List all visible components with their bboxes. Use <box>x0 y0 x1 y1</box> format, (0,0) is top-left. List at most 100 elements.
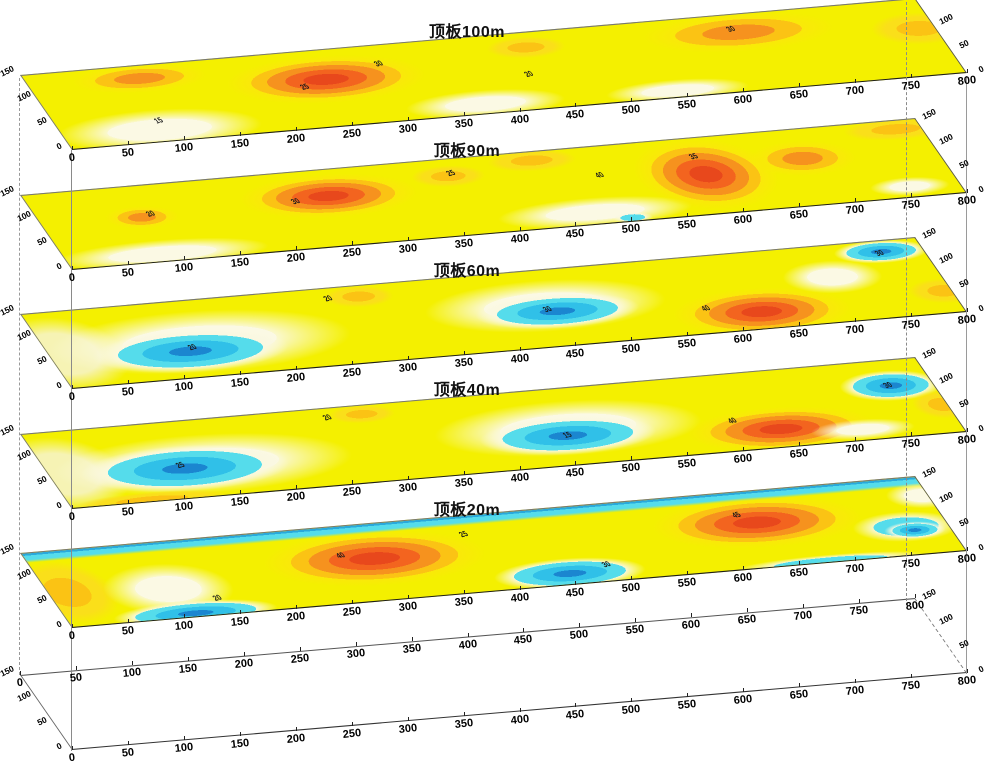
x-tick-label: 600 <box>733 93 754 108</box>
x-tick-label: 0 <box>68 271 76 284</box>
x-tick-label: 550 <box>677 576 698 590</box>
x-tick-label-base-front: 500 <box>621 702 642 717</box>
contour-blob-hot2 <box>90 200 194 234</box>
base-frame <box>20 598 967 750</box>
x-tick-label: 800 <box>957 432 977 447</box>
x-tick-label: 300 <box>397 600 418 615</box>
y-tick-label-right: 50 <box>957 395 971 410</box>
x-tick-label: 400 <box>509 112 530 127</box>
axis-tick-mark <box>463 470 465 475</box>
axis-tick-mark <box>579 622 581 627</box>
axis-tick-mark <box>463 112 465 117</box>
x-tick-label: 750 <box>901 317 921 332</box>
x-tick-label: 200 <box>285 131 306 146</box>
axis-tick-mark <box>407 595 409 600</box>
axis-tick-mark <box>855 437 857 442</box>
axis-tick-mark <box>967 427 968 432</box>
y-tick-label-right: 150 <box>920 225 938 241</box>
axis-tick-mark <box>799 561 801 566</box>
axis-tick-mark <box>183 494 185 499</box>
x-tick-label: 700 <box>845 83 865 98</box>
x-tick-label: 800 <box>957 74 977 88</box>
x-tick-label-base-back: 650 <box>737 613 757 628</box>
axis-tick-mark <box>127 141 129 146</box>
axis-tick-mark <box>351 480 353 485</box>
axis-tick-mark <box>799 202 801 207</box>
x-tick-label: 700 <box>845 203 865 218</box>
axis-tick-mark <box>72 146 73 150</box>
slice-title-100m: 顶板100m <box>429 24 505 41</box>
x-tick-label: 0 <box>68 390 76 404</box>
x-tick-label: 50 <box>121 624 135 638</box>
axis-tick-mark <box>803 603 805 608</box>
axis-tick-mark <box>295 365 297 370</box>
axis-tick-mark <box>407 117 409 122</box>
y-tick-label-right: 50 <box>957 515 971 529</box>
x-tick-label: 800 <box>957 313 977 327</box>
axis-tick-mark <box>967 669 968 673</box>
contour-blob-pale <box>858 171 962 200</box>
axis-tick-mark <box>575 702 577 707</box>
y-tick-label-right: 100 <box>937 250 955 266</box>
x-tick-label: 150 <box>230 614 250 629</box>
y-tick-label-left: 50 <box>35 114 49 128</box>
axis-tick-mark <box>239 731 241 736</box>
slice-title-90m: 顶板90m <box>433 143 501 160</box>
x-tick-label-base-back: 550 <box>625 623 646 637</box>
axis-tick-mark <box>911 432 913 437</box>
axis-tick-mark <box>859 598 861 603</box>
x-tick-label: 200 <box>285 370 306 385</box>
axis-tick-mark <box>183 736 185 741</box>
contour-value-label: 20 <box>522 70 536 79</box>
x-tick-label: 450 <box>565 346 586 361</box>
axis-tick-mark <box>799 322 801 327</box>
axis-tick-mark <box>127 380 129 385</box>
x-tick-label-base-front: 650 <box>789 688 809 703</box>
axis-tick-mark <box>911 73 913 78</box>
x-tick-label: 250 <box>341 485 362 500</box>
x-tick-label: 350 <box>453 117 474 132</box>
x-tick-label-base-front: 150 <box>230 736 250 751</box>
x-tick-label: 300 <box>397 122 418 137</box>
y-tick-label-left: 0 <box>54 259 64 272</box>
axis-tick-mark <box>411 637 413 642</box>
x-tick-label-base-back: 800 <box>905 599 925 613</box>
y-tick-label-right: 100 <box>937 11 955 27</box>
x-tick-label-base-back: 100 <box>122 666 142 681</box>
x-tick-label-base-back: 300 <box>345 647 366 662</box>
y-tick-label-right: 150 <box>920 105 938 122</box>
axis-tick-mark <box>239 251 241 256</box>
y-tick-label-left: 50 <box>35 592 49 606</box>
x-tick-label-base-front: 450 <box>565 707 586 722</box>
axis-tick-mark <box>743 88 745 93</box>
x-tick-label: 550 <box>677 217 698 232</box>
axis-tick-mark <box>183 614 185 619</box>
axis-tick-mark <box>575 580 577 585</box>
axis-tick-mark <box>467 632 469 637</box>
y-tick-label-right: 150 <box>920 0 937 2</box>
x-tick-label: 500 <box>621 102 642 117</box>
axis-tick-mark <box>911 312 913 317</box>
axis-tick-mark <box>687 212 689 217</box>
x-tick-label-base-front: 700 <box>845 683 865 698</box>
x-tick-label: 800 <box>957 193 977 208</box>
axis-tick-mark <box>967 69 968 73</box>
x-tick-label: 100 <box>174 380 194 395</box>
x-tick-label: 350 <box>453 475 474 490</box>
axis-tick-mark <box>183 375 185 380</box>
axis-tick-mark <box>523 627 525 632</box>
axis-tick-mark <box>635 618 637 623</box>
x-tick-label: 650 <box>789 208 809 222</box>
contour-blob-pale <box>765 254 900 300</box>
y-tick-label-left: 150 <box>0 663 16 679</box>
axis-tick-mark <box>631 217 633 222</box>
contour-blob-hot3 <box>893 273 967 309</box>
axis-tick-mark <box>967 308 968 312</box>
contour-blob-hot3 <box>316 400 407 427</box>
x-tick-label: 0 <box>68 151 76 165</box>
x-tick-label: 50 <box>121 266 135 280</box>
y-tick-label-right: 150 <box>920 586 938 602</box>
y-tick-label-right: 0 <box>976 63 986 75</box>
axis-tick-mark <box>575 461 577 466</box>
axis-tick-mark <box>911 673 913 678</box>
